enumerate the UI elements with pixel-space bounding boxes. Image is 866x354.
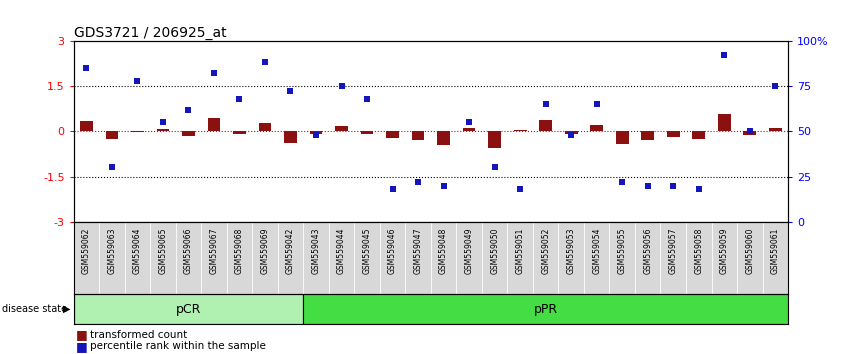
Point xyxy=(743,129,757,134)
Text: GSM559054: GSM559054 xyxy=(592,228,601,274)
Point xyxy=(768,83,782,89)
Text: GDS3721 / 206925_at: GDS3721 / 206925_at xyxy=(74,26,226,40)
Text: GSM559062: GSM559062 xyxy=(82,228,91,274)
Point xyxy=(182,107,196,112)
Bar xyxy=(386,131,399,138)
Point xyxy=(360,96,374,102)
Text: GSM559059: GSM559059 xyxy=(720,228,729,274)
Text: ■: ■ xyxy=(76,340,88,353)
Bar xyxy=(74,294,303,324)
Bar xyxy=(233,131,246,134)
Point xyxy=(666,183,680,188)
Text: GSM559057: GSM559057 xyxy=(669,228,678,274)
Bar xyxy=(488,131,501,148)
Point xyxy=(233,96,247,102)
Text: GSM559060: GSM559060 xyxy=(746,228,754,274)
Text: GSM559049: GSM559049 xyxy=(465,228,474,274)
Text: GSM559065: GSM559065 xyxy=(158,228,167,274)
Text: GSM559045: GSM559045 xyxy=(363,228,372,274)
Text: GSM559069: GSM559069 xyxy=(261,228,269,274)
Text: GSM559050: GSM559050 xyxy=(490,228,499,274)
Bar xyxy=(769,128,782,131)
Text: GSM559053: GSM559053 xyxy=(566,228,576,274)
Text: GSM559061: GSM559061 xyxy=(771,228,779,274)
Bar xyxy=(642,131,654,140)
Point xyxy=(514,187,527,192)
Text: GSM559064: GSM559064 xyxy=(132,228,142,274)
Point xyxy=(436,183,450,188)
Text: GSM559046: GSM559046 xyxy=(388,228,397,274)
Point xyxy=(641,183,655,188)
Point xyxy=(207,70,221,76)
Bar xyxy=(667,131,680,137)
Bar xyxy=(743,131,756,135)
Bar xyxy=(591,125,603,131)
Point xyxy=(105,165,119,170)
Text: GSM559067: GSM559067 xyxy=(210,228,218,274)
Text: GSM559044: GSM559044 xyxy=(337,228,346,274)
Point xyxy=(539,101,553,107)
Point xyxy=(488,165,501,170)
Bar xyxy=(616,131,629,144)
Bar xyxy=(514,130,527,131)
Text: GSM559056: GSM559056 xyxy=(643,228,652,274)
Bar xyxy=(411,131,424,140)
Point xyxy=(258,59,272,65)
Point xyxy=(590,101,604,107)
Text: GSM559042: GSM559042 xyxy=(286,228,295,274)
Text: pPR: pPR xyxy=(533,303,558,316)
Bar xyxy=(462,128,475,131)
Bar xyxy=(437,131,450,145)
Bar xyxy=(131,131,144,132)
Point xyxy=(411,179,425,185)
Bar xyxy=(284,131,297,143)
Bar xyxy=(259,123,271,131)
Text: GSM559051: GSM559051 xyxy=(515,228,525,274)
Text: transformed count: transformed count xyxy=(90,330,187,339)
Point xyxy=(717,52,731,58)
Point xyxy=(309,132,323,138)
Text: GSM559043: GSM559043 xyxy=(312,228,320,274)
Text: ■: ■ xyxy=(76,328,88,341)
Bar xyxy=(360,131,373,134)
Point xyxy=(615,179,629,185)
Bar xyxy=(303,294,788,324)
Bar xyxy=(565,131,578,134)
Text: GSM559058: GSM559058 xyxy=(695,228,703,274)
Point xyxy=(462,119,476,125)
Text: ▶: ▶ xyxy=(63,304,71,314)
Point xyxy=(156,119,170,125)
Bar xyxy=(718,114,731,131)
Text: GSM559048: GSM559048 xyxy=(439,228,448,274)
Point xyxy=(80,65,94,71)
Text: GSM559052: GSM559052 xyxy=(541,228,550,274)
Text: GSM559047: GSM559047 xyxy=(414,228,423,274)
Point xyxy=(565,132,578,138)
Bar xyxy=(106,131,119,139)
Point xyxy=(131,78,145,84)
Bar xyxy=(80,121,93,131)
Text: GSM559063: GSM559063 xyxy=(107,228,116,274)
Text: GSM559055: GSM559055 xyxy=(617,228,627,274)
Bar xyxy=(310,131,322,134)
Bar xyxy=(540,120,552,131)
Text: GSM559066: GSM559066 xyxy=(184,228,193,274)
Bar xyxy=(157,129,169,131)
Text: GSM559068: GSM559068 xyxy=(235,228,244,274)
Point xyxy=(283,88,297,94)
Bar xyxy=(335,126,348,131)
Point xyxy=(334,83,348,89)
Bar xyxy=(182,131,195,136)
Text: disease state: disease state xyxy=(2,304,67,314)
Text: pCR: pCR xyxy=(176,303,201,316)
Text: percentile rank within the sample: percentile rank within the sample xyxy=(90,341,266,351)
Point xyxy=(385,187,399,192)
Bar xyxy=(208,118,220,131)
Point xyxy=(692,187,706,192)
Bar xyxy=(693,131,705,139)
